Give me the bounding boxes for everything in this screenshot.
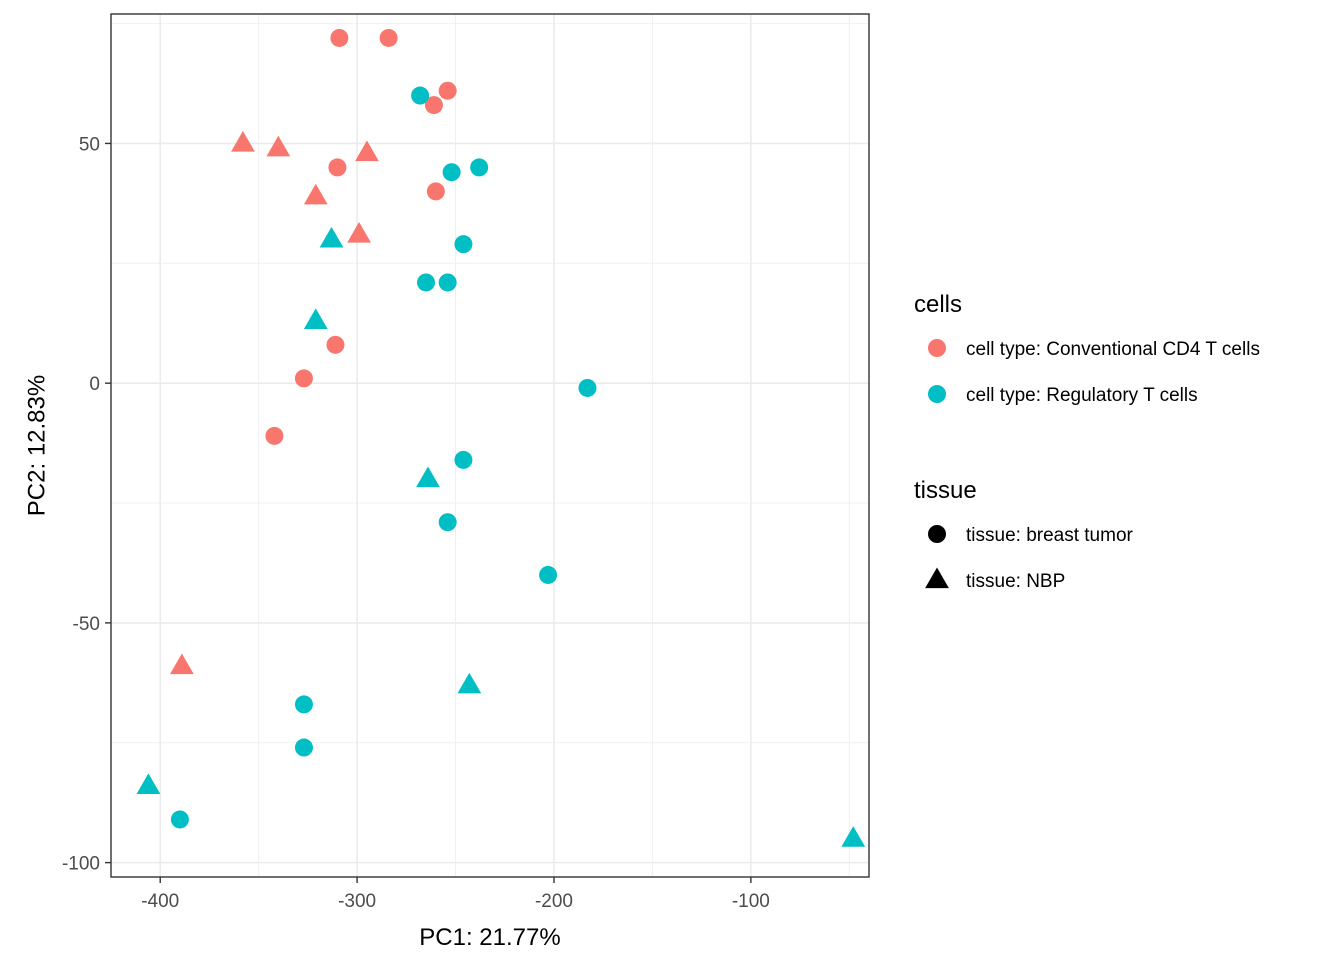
y-tick-label: 50: [79, 134, 100, 155]
data-point-triangle: [457, 672, 482, 694]
legend-cells-entries: cell type: Conventional CD4 T cells cell …: [928, 339, 1260, 406]
plot-panel-background: [111, 14, 869, 877]
data-point-circle: [438, 81, 457, 100]
data-point-triangle: [355, 140, 379, 162]
major-gridlines: [111, 14, 869, 877]
x-tick-label: -100: [732, 891, 770, 912]
legend: cells cell type: Conventional CD4 T cell…: [914, 291, 1260, 592]
legend-tissue-key: [928, 525, 946, 543]
data-point-circle: [417, 273, 436, 292]
x-tick-label: -400: [141, 891, 179, 912]
data-point-circle: [265, 426, 284, 445]
data-point-circle: [294, 695, 313, 714]
data-points: [136, 28, 866, 847]
x-axis: -400 -300 -200 -100: [141, 877, 770, 912]
legend-tissue-entries: tissue: breast tumor tissue: NBP: [925, 525, 1134, 592]
data-point-circle: [424, 96, 443, 115]
data-point-triangle: [841, 826, 866, 847]
data-point-circle: [539, 565, 558, 584]
data-point-triangle: [319, 226, 344, 248]
legend-cells-key: [928, 385, 946, 403]
data-point-circle: [454, 450, 473, 469]
data-point-circle: [170, 810, 189, 829]
plot-panel-border: [110, 13, 870, 878]
data-point-circle: [438, 273, 457, 292]
data-point-circle: [330, 28, 349, 47]
legend-tissue-label: tissue: NBP: [966, 571, 1065, 592]
data-point-circle: [470, 158, 489, 177]
data-point-circle: [438, 513, 457, 532]
y-tick-label: -100: [62, 854, 100, 875]
data-point-circle: [454, 235, 473, 254]
data-point-circle: [326, 335, 345, 354]
legend-cells-label: cell type: Conventional CD4 T cells: [966, 339, 1260, 360]
minor-gridlines: [111, 14, 869, 877]
y-tick-label: -50: [73, 614, 100, 635]
data-point-circle: [328, 158, 347, 177]
data-point-circle: [294, 369, 313, 388]
y-axis-title: PC2: 12.83%: [23, 375, 50, 516]
legend-cells-title: cells: [914, 291, 962, 318]
data-point-circle: [294, 738, 313, 757]
legend-tissue-key: [925, 567, 949, 589]
y-axis: 50 0 -50 -100: [62, 134, 111, 875]
legend-tissue-label: tissue: breast tumor: [966, 525, 1134, 546]
y-tick-label: 0: [89, 374, 100, 395]
data-point-circle: [411, 86, 430, 105]
legend-cells-key: [928, 339, 946, 357]
legend-cells-label: cell type: Regulatory T cells: [966, 385, 1198, 406]
data-point-triangle: [303, 308, 328, 329]
data-point-circle: [578, 378, 597, 397]
x-tick-label: -300: [338, 891, 376, 912]
data-point-circle: [442, 163, 461, 182]
plot-panel: [110, 13, 870, 878]
data-point-circle: [426, 182, 445, 201]
data-point-triangle: [170, 653, 194, 675]
x-tick-label: -200: [535, 891, 573, 912]
data-point-circle: [379, 28, 398, 47]
data-point-triangle: [303, 183, 328, 205]
data-point-triangle: [136, 773, 161, 795]
legend-tissue-title: tissue: [914, 477, 977, 504]
data-point-triangle: [231, 130, 255, 152]
x-axis-title: PC1: 21.77%: [419, 924, 560, 951]
data-point-triangle: [416, 466, 440, 488]
data-point-triangle: [347, 222, 371, 243]
data-point-triangle: [266, 135, 291, 157]
